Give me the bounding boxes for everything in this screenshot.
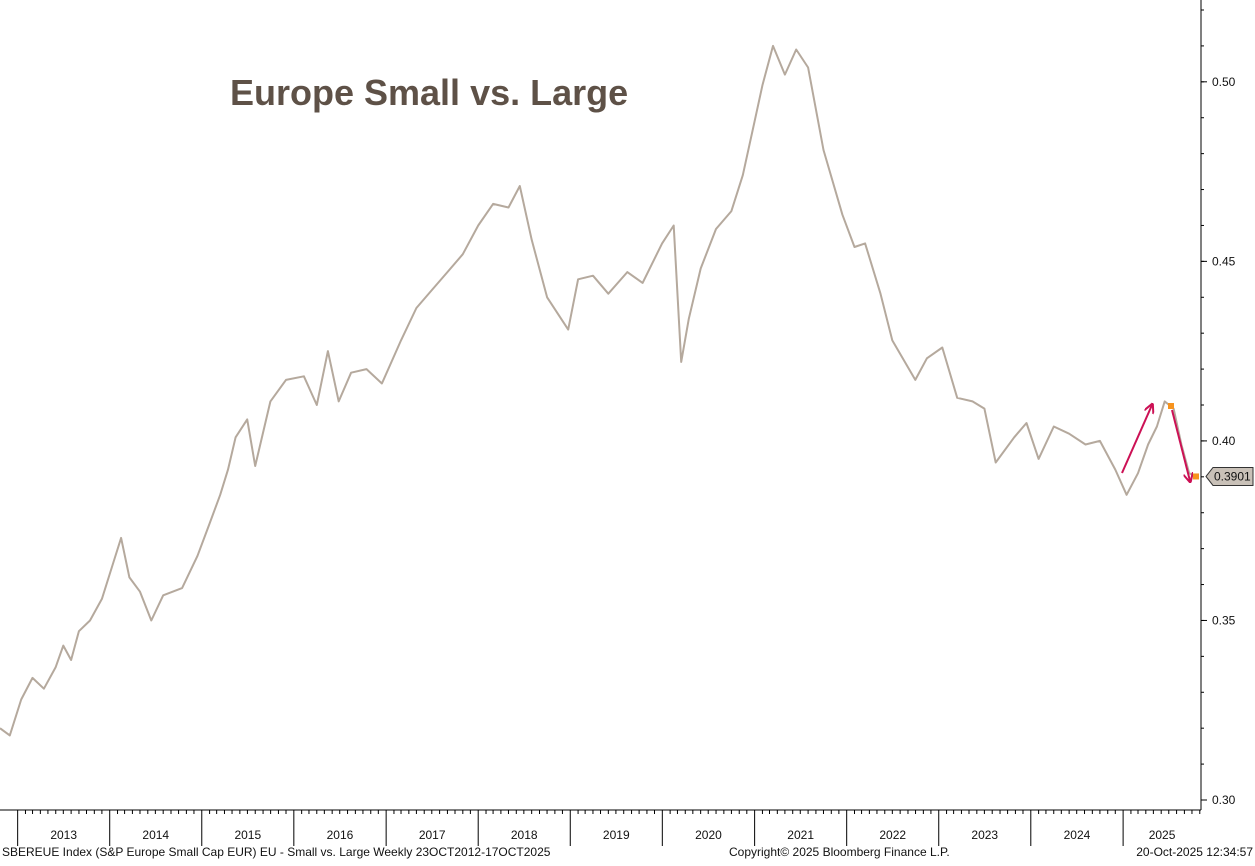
x-tick-label: 2021 — [787, 828, 814, 842]
y-tick-label: 0.35 — [1212, 613, 1236, 627]
x-tick-label: 2017 — [419, 828, 446, 842]
y-tick-label: 0.40 — [1212, 434, 1236, 448]
series-layer — [0, 44, 1197, 737]
y-tick-label: 0.50 — [1212, 75, 1236, 89]
last-value-marker — [1193, 473, 1199, 480]
footer-source: SBEREUE Index (S&P Europe Small Cap EUR)… — [2, 845, 551, 859]
footer-copyright: Copyright© 2025 Bloomberg Finance L.P. — [729, 845, 950, 859]
x-tick-label: 2024 — [1064, 828, 1091, 842]
last-value-label: 0.3901 — [1214, 469, 1251, 483]
footer-timestamp: 20-Oct-2025 12:34:57 — [1136, 845, 1253, 859]
last-value-tag: 0.3901 — [1205, 466, 1254, 486]
annotation-layer — [1121, 403, 1199, 481]
x-tick-label: 2015 — [234, 828, 261, 842]
y-tick-label: 0.30 — [1212, 793, 1236, 807]
chart-title: Europe Small vs. Large — [230, 72, 628, 113]
x-axis: 2013 2014 2015 2016 2017 2018 2019 2020 2021 2022… — [17, 810, 1201, 846]
x-tick-label: 2013 — [50, 828, 77, 842]
y-tick-label: 0.45 — [1212, 254, 1236, 268]
y-axis: 0.30 0.35 0.40 0.45 0.50 — [1201, 9, 1236, 807]
peak-marker — [1168, 403, 1174, 409]
up-arrow — [1121, 405, 1152, 474]
x-tick-label: 2014 — [142, 828, 169, 842]
x-tick-label: 2020 — [695, 828, 722, 842]
series-line — [0, 44, 1197, 737]
x-tick-label: 2019 — [603, 828, 630, 842]
x-tick-label: 2016 — [327, 828, 354, 842]
x-tick-label: 2018 — [511, 828, 538, 842]
x-tick-label: 2025 — [1149, 828, 1176, 842]
last-value-tag-shape — [1205, 466, 1254, 486]
x-tick-label: 2022 — [879, 828, 906, 842]
down-arrow — [1171, 409, 1190, 481]
x-tick-label: 2023 — [971, 828, 998, 842]
